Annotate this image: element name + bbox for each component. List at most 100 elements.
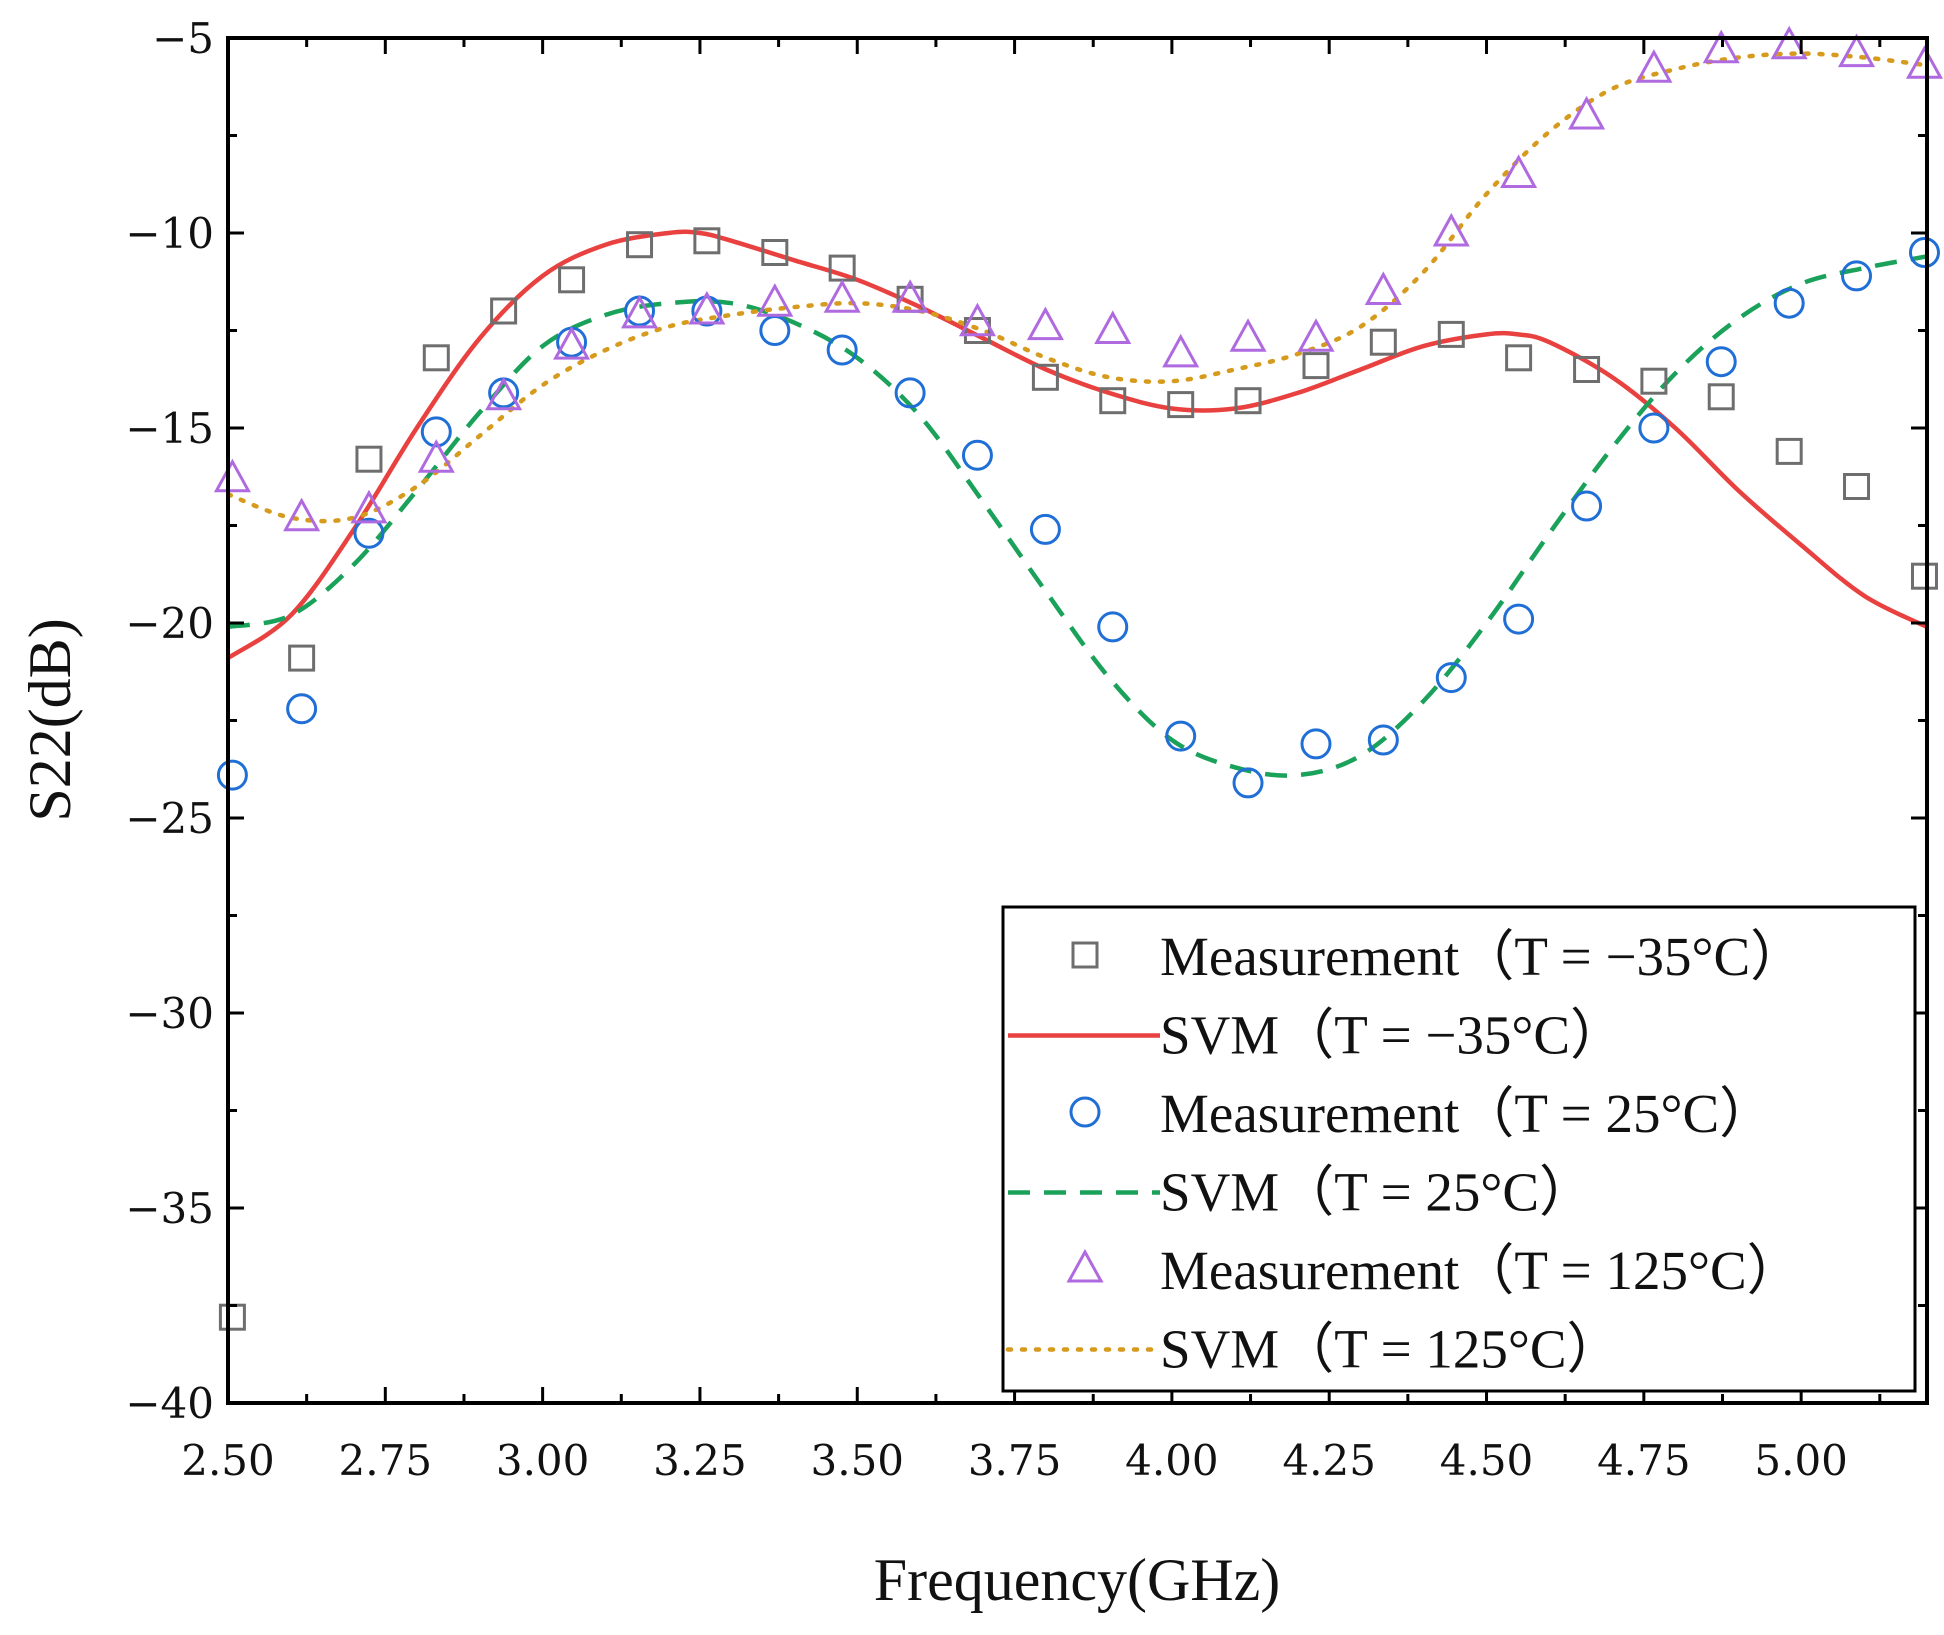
legend-label: Measurement（T = −35°C） [1160,926,1805,987]
data-point-square [558,266,586,294]
data-point-triangle [620,294,659,329]
data-point-square [1707,383,1735,411]
legend: Measurement（T = −35°C） SVM（T = −35°C） Meas… [1001,905,1917,1393]
data-point-circle [1029,513,1061,545]
x-tick-label: 3.50 [811,1436,905,1485]
tick-labels: 2.50 2.75 3.00 3.25 3.50 3.75 4.00 4.25 4.50 4.75… [125,14,1848,1485]
data-point-triangle [1297,318,1335,352]
data-point-triangle [213,458,251,493]
data-point-circle [894,377,926,409]
data-point-circle [353,517,385,549]
data-point-triangle [756,283,794,317]
plot-frame [226,36,1929,1405]
series-line-5 [228,51,1927,524]
x-axis-title: Frequency(GHz) [874,1547,1281,1613]
x-tick-label: 3.75 [968,1436,1062,1485]
data-point-square [1910,562,1938,590]
data-point-circle [420,416,452,448]
x-tick-label: 4.75 [1597,1436,1691,1485]
data-point-circle [1232,767,1264,799]
y-axis-title: S22(dB) [17,618,83,821]
series-line-1 [228,229,1927,660]
x-tick-label: 3.00 [496,1436,590,1485]
data-point-square [1031,363,1059,391]
x-tick-label: 3.25 [653,1436,747,1485]
data-point-circle [1435,662,1467,694]
data-point-triangle [1770,25,1808,60]
data-point-square [1234,387,1262,415]
data-point-square [355,445,383,473]
y-tick-label: −35 [125,1184,214,1233]
data-point-square [288,644,316,672]
data-point-square [1573,356,1601,383]
data-point-triangle [1635,49,1673,83]
data-point-square [626,231,654,259]
data-point-square [490,297,518,325]
legend-label: SVM（T = 25°C） [1160,1162,1594,1223]
data-point-circle [1097,611,1129,643]
data-point-circle [1571,490,1603,522]
data-point-circle [1705,346,1737,378]
data-point-triangle [417,439,455,473]
data-point-circle [1503,603,1535,635]
data-point-triangle [1162,333,1200,368]
data-point-square [1505,344,1533,372]
data-point-triangle [1364,271,1402,305]
data-point-triangle [485,376,523,411]
legend-box [1001,905,1917,1393]
data-point-square [1167,391,1195,419]
legend-label: Measurement（T = 25°C） [1160,1083,1774,1144]
data-point-circle [826,334,858,366]
legend-label: Measurement（T = 125°C） [1160,1240,1802,1301]
data-point-circle [1908,237,1940,268]
data-point-circle [216,759,248,791]
data-point-circle [286,693,318,725]
data-point-triangle [688,290,726,325]
data-point-square [422,344,450,372]
data-point-triangle [1094,310,1132,344]
data-point-circle [1367,724,1399,756]
data-point-square [1437,320,1465,348]
series-markers-2 [216,237,1940,799]
data-point-square [1099,387,1127,415]
series-markers-4 [213,25,1944,532]
plot-series [213,25,1944,1331]
data-point-circle [1300,728,1332,760]
data-point-triangle [1432,212,1470,247]
data-point-square [761,239,789,266]
data-point-triangle [958,302,996,337]
data-point-triangle [823,279,861,313]
data-point-circle [1165,720,1197,752]
data-point-triangle [1905,45,1944,79]
legend-marker-square [1071,941,1099,969]
data-point-triangle [1500,154,1538,188]
y-tick-label: −15 [125,404,214,453]
x-tick-label: 2.50 [181,1436,275,1485]
legend-label: SVM（T = −35°C） [1160,1005,1625,1066]
data-point-circle [1841,260,1873,292]
x-tick-label: 4.50 [1440,1436,1534,1485]
data-point-triangle [1702,29,1740,64]
data-point-triangle [1229,318,1267,352]
data-point-square [1640,367,1668,395]
data-point-square [1775,437,1803,465]
y-tick-label: −40 [125,1379,214,1428]
data-point-triangle [891,279,929,313]
data-point-triangle [1026,306,1064,341]
data-point-circle [961,439,993,471]
data-point-square [693,227,721,255]
legend-marker-triangle [1066,1248,1104,1283]
y-tick-label: −5 [152,14,214,63]
data-point-square [1369,328,1397,356]
legend-label: SVM（T = 125°C） [1160,1319,1622,1380]
data-point-square [1302,352,1330,380]
x-tick-label: 4.25 [1282,1436,1376,1485]
data-point-circle [1773,287,1805,319]
data-point-triangle [283,497,321,532]
series-markers-0 [218,227,1938,1331]
data-point-triangle [350,489,388,524]
data-point-circle [1638,412,1670,444]
x-tick-label: 4.00 [1125,1436,1219,1485]
data-point-square [1843,473,1871,500]
